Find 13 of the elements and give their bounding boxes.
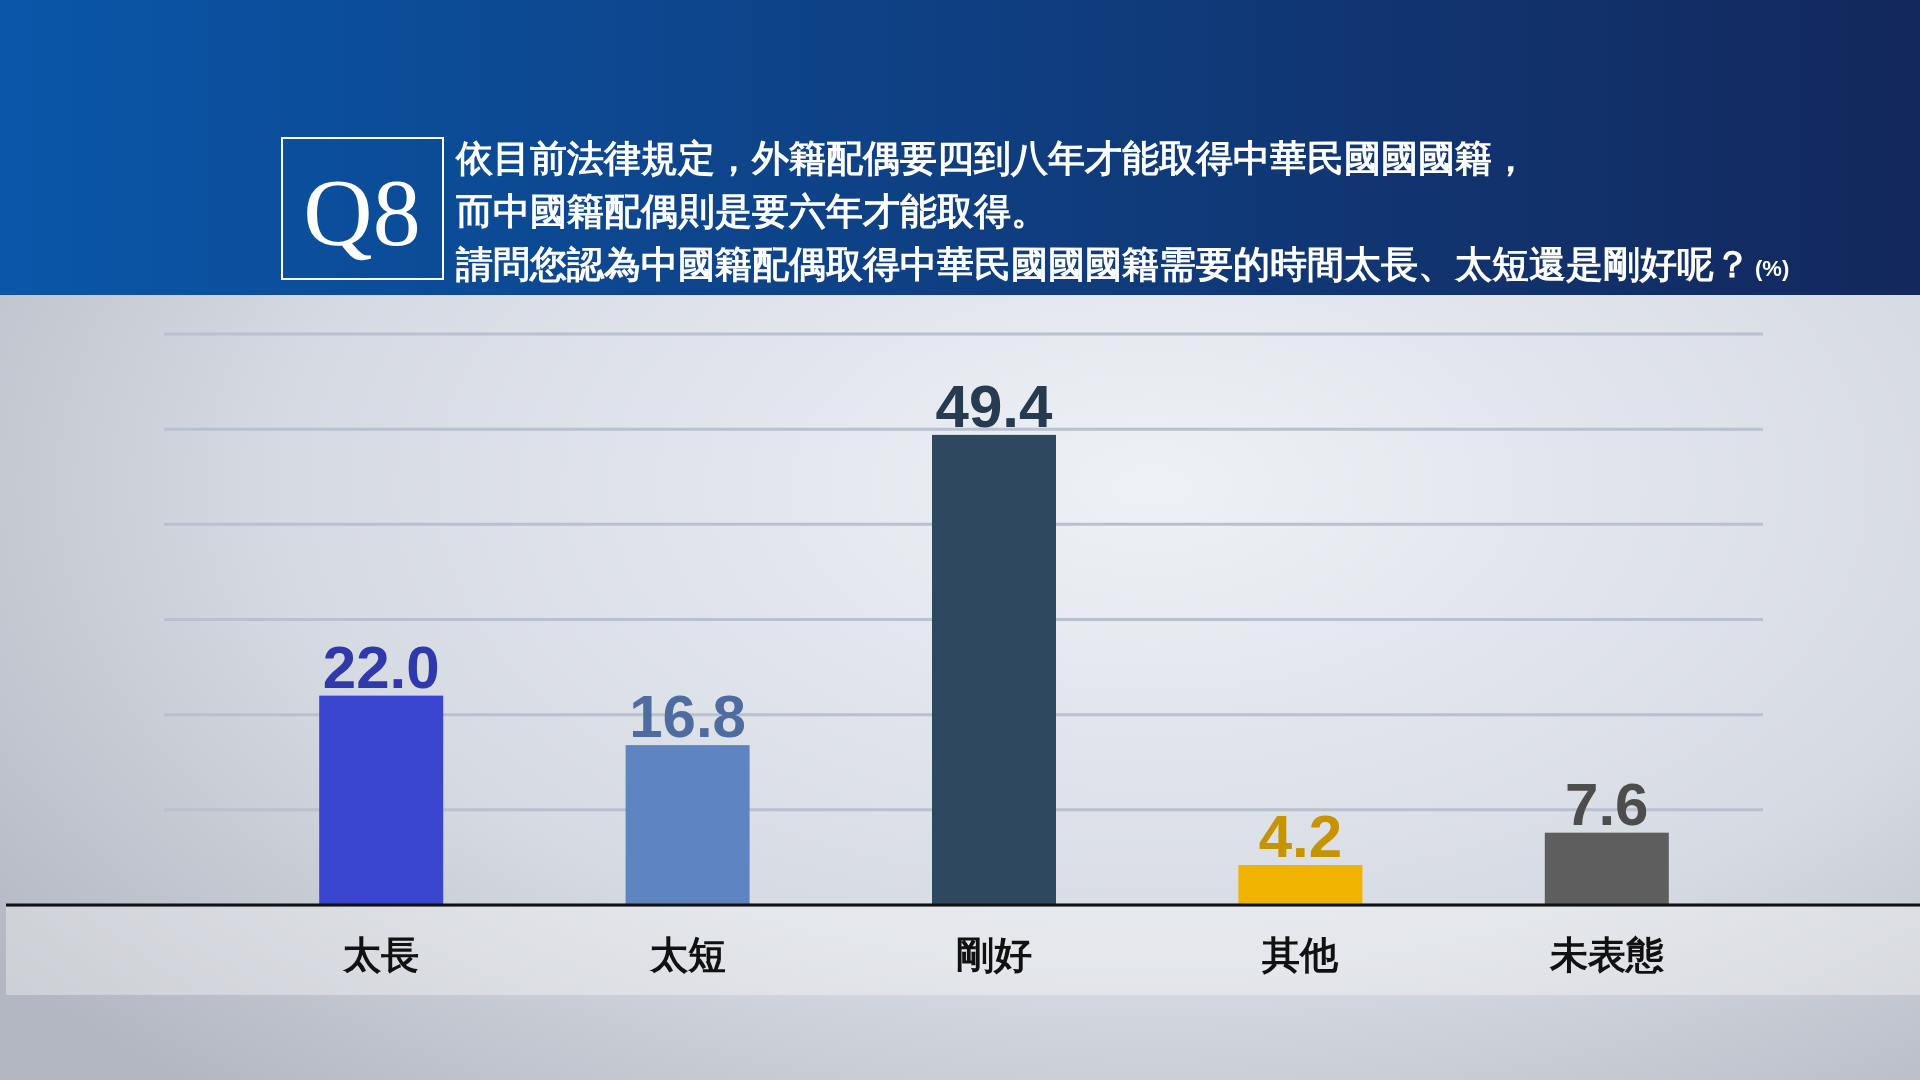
text: (%) — [1755, 256, 1790, 281]
x-tick-label: 剛好 — [956, 933, 1032, 977]
data-label: 22.0 — [322, 633, 440, 701]
data-label: 49.4 — [935, 372, 1054, 440]
data-label: 7.6 — [1565, 770, 1649, 838]
x-tick-label: 太長 — [342, 933, 420, 977]
x-tick-label: 太短 — [648, 933, 726, 977]
chart-subtitle: 依目前法律規定，外籍配偶要四到八年才能取得中華民國國國籍，而中國籍配偶則是要六年才能取得。請問您認為中國籍配偶取得中華民國國國籍需要的時間太長、太短還是剛好呢？ — [454, 136, 1751, 286]
chart-title: Q8 — [303, 158, 421, 266]
x-tick-label: 其他 — [1261, 933, 1340, 977]
data-label: 4.2 — [1258, 803, 1343, 871]
data-label: 16.8 — [629, 683, 746, 751]
x-tick-label: 未表態 — [1548, 933, 1664, 977]
